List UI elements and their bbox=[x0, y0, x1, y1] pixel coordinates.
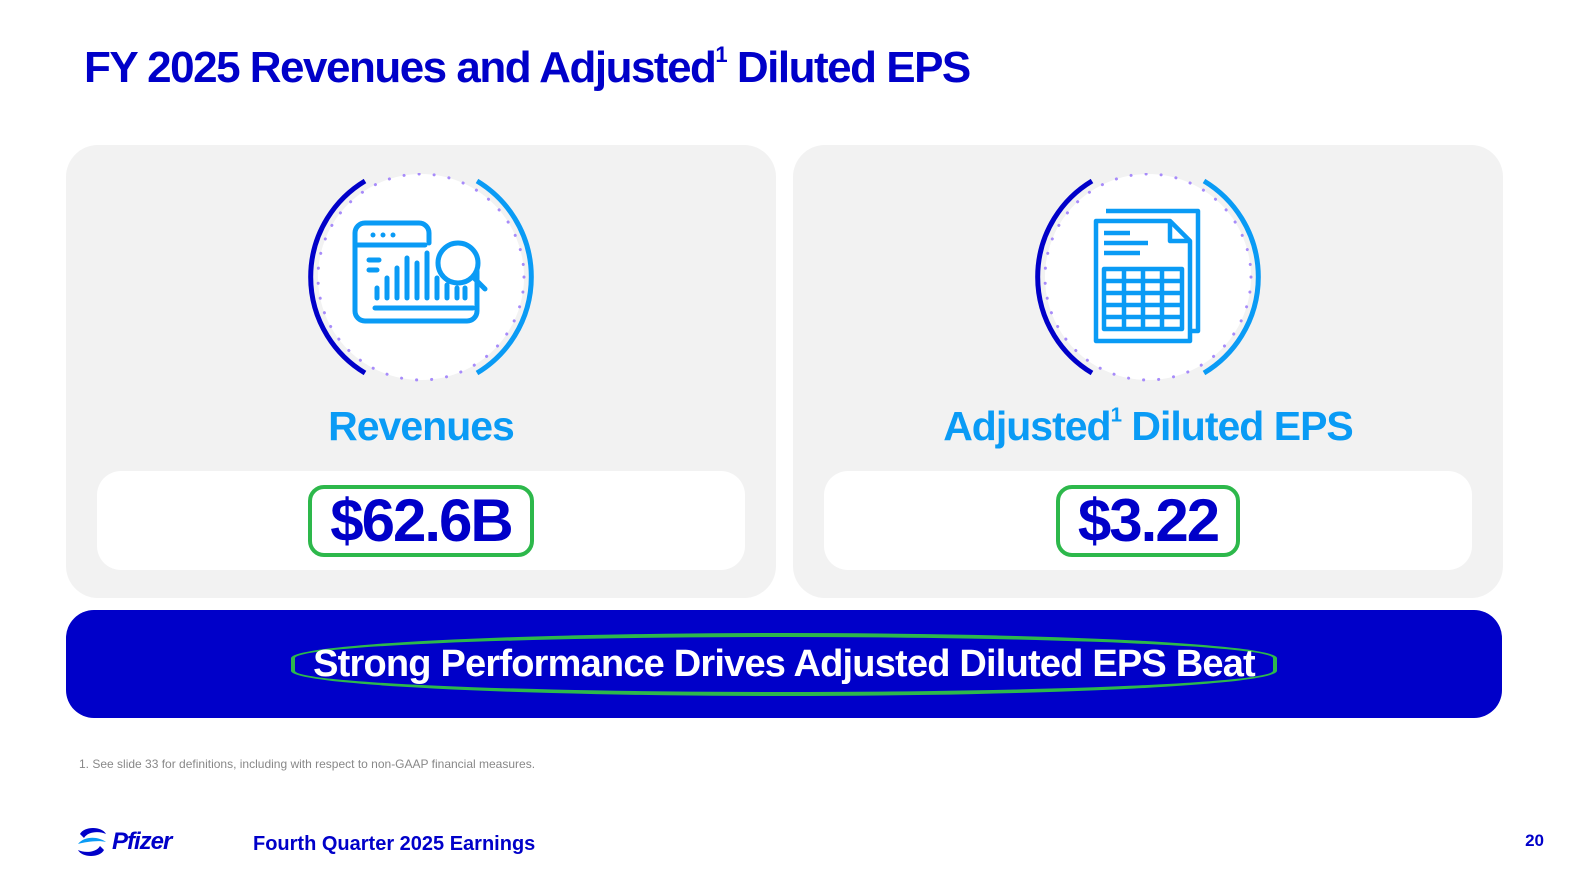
page-number: 20 bbox=[1525, 831, 1544, 850]
page-title: FY 2025 Revenues and Adjusted1 Diluted E… bbox=[84, 42, 971, 92]
revenues-card: Revenues $62.6B bbox=[66, 145, 776, 598]
spreadsheet-document-icon bbox=[1030, 172, 1266, 383]
eps-label: Adjusted1 Diluted EPS bbox=[943, 403, 1354, 449]
revenues-value-box: $62.6B bbox=[97, 471, 745, 570]
event-name: Fourth Quarter 2025 Earnings bbox=[253, 833, 536, 855]
eps-value-box: $3.22 bbox=[824, 471, 1472, 570]
analytics-dashboard-icon bbox=[303, 172, 539, 383]
eps-value: $3.22 bbox=[1055, 484, 1241, 557]
footnote: 1. See slide 33 for definitions, includi… bbox=[79, 757, 536, 771]
eps-card: Adjusted1 Diluted EPS $3.22 bbox=[793, 145, 1503, 598]
logo-text: Pfizer bbox=[112, 828, 172, 855]
banner-text: Strong Performance Drives Adjusted Dilut… bbox=[291, 632, 1277, 696]
revenues-value: $62.6B bbox=[308, 484, 534, 557]
pfizer-logo: Pfizer bbox=[74, 824, 172, 860]
pfizer-swirl-icon bbox=[78, 828, 106, 856]
revenues-label: Revenues bbox=[328, 403, 515, 449]
summary-banner: Strong Performance Drives Adjusted Dilut… bbox=[66, 610, 1502, 718]
